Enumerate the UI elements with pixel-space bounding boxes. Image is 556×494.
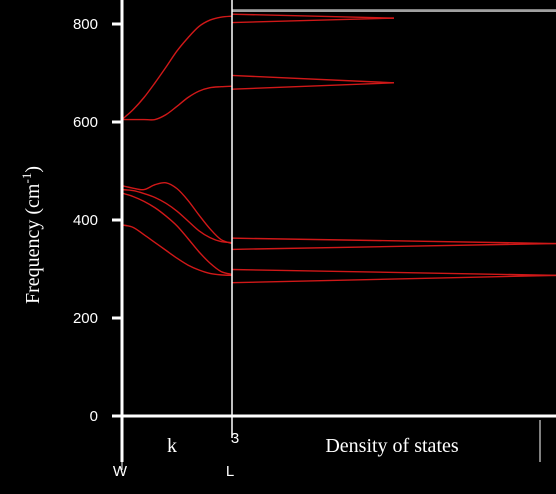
dos-line-4 (231, 74, 395, 84)
dos-line-8 (231, 268, 556, 277)
dos-curves (231, 10, 556, 284)
dispersion-branch-3 (121, 181, 233, 245)
dos-tick-label: 3 (231, 430, 239, 447)
dispersion-curves (121, 15, 233, 277)
dos-line-5 (231, 82, 395, 90)
dispersion-branch-1 (121, 15, 233, 121)
dispersion-branch-6 (121, 224, 233, 277)
y-tick-label-400: 400 (73, 212, 98, 229)
dos-line-9 (231, 274, 556, 284)
y-axis-label-close: ) (22, 166, 44, 173)
y-ticks: 0 200 400 600 800 (73, 16, 122, 425)
dispersion-branch-2 (122, 85, 233, 121)
k-point-w-label: W (113, 463, 128, 480)
dispersion-branch-5 (121, 192, 233, 276)
y-tick-label-200: 200 (73, 310, 98, 327)
dos-axis-label: Density of states (325, 435, 459, 457)
y-axis-label: Frequency (cm-1) (19, 166, 44, 304)
k-axis-label: k (167, 435, 177, 457)
y-tick-label-800: 800 (73, 16, 98, 33)
y-axis-label-text: Frequency (cm (22, 183, 44, 304)
dos-line-6 (231, 237, 556, 245)
y-tick-label-600: 600 (73, 114, 98, 131)
dos-line-2 (231, 13, 395, 19)
dispersion-branch-4 (121, 188, 233, 244)
dos-line-3 (231, 17, 395, 24)
dos-line-7 (231, 242, 556, 251)
k-point-l-label: L (226, 463, 234, 480)
y-axis-label-superscript: -1 (19, 173, 34, 184)
y-tick-label-0: 0 (90, 408, 98, 425)
